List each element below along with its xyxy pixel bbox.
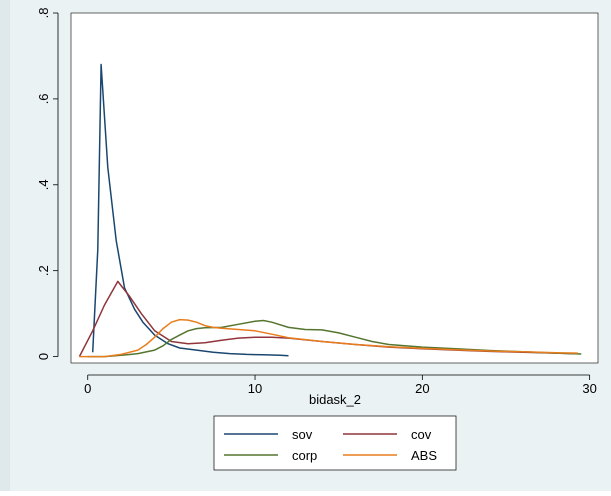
legend-label-sov: sov — [292, 427, 313, 442]
y-tick-label: .8 — [36, 8, 51, 19]
x-tick-label: 20 — [415, 381, 429, 396]
axes-group: 0 .2 .4 .6 .8 0 10 20 30 — [36, 8, 597, 396]
series-line-sov — [91, 63, 289, 357]
left-edge-strip — [0, 0, 10, 491]
legend-label-corp: corp — [292, 448, 317, 463]
legend-label-cov: cov — [411, 427, 432, 442]
series-line-abs — [79, 318, 578, 358]
y-tick-label: .4 — [36, 179, 51, 190]
plot-region — [70, 12, 599, 364]
x-tick-label: 0 — [84, 381, 91, 396]
x-tick-label: 10 — [248, 381, 262, 396]
legend-box — [213, 415, 457, 471]
chart-legend: sov cov corp ABS — [213, 415, 457, 471]
y-tick-label: 0 — [36, 353, 51, 360]
series-layer — [78, 63, 582, 358]
legend-label-abs: ABS — [411, 448, 437, 463]
x-tick-label: 30 — [582, 381, 596, 396]
x-axis-title: bidask_2 — [309, 392, 361, 407]
y-tick-label: .6 — [36, 93, 51, 104]
y-tick-label: .2 — [36, 265, 51, 276]
series-line-corp — [87, 319, 582, 358]
